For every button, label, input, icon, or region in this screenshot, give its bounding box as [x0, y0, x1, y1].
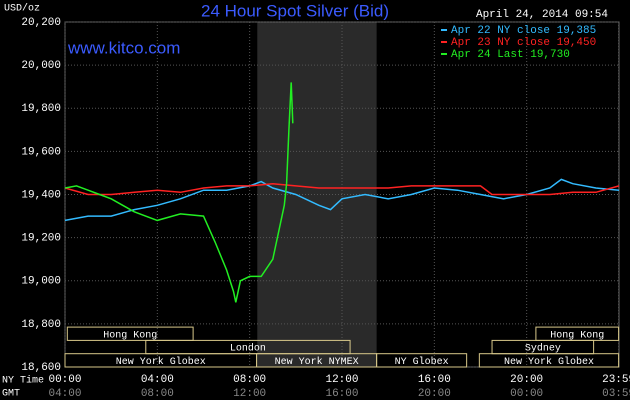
session-box [376, 353, 468, 368]
legend-label: Apr 23 NY close 19,450 [451, 37, 596, 49]
y-tick-label: 19,400 [21, 189, 61, 201]
series-line [64, 178, 620, 222]
x2-tick-label: 20:00 [418, 388, 451, 400]
series-line [64, 82, 294, 303]
x-tick-label: 16:00 [418, 374, 451, 386]
session-label: Hong Kong [550, 330, 604, 341]
x2-tick-label: 16:00 [325, 388, 358, 400]
watermark: www.kitco.com [67, 38, 180, 57]
y-axis-label: USD/oz [4, 3, 40, 15]
y-tick-label: 20,200 [21, 17, 61, 29]
x2-tick-label: 04:00 [48, 388, 81, 400]
session-label: London [230, 343, 266, 355]
session-label: New York NYMEX [275, 356, 359, 368]
session-box [66, 326, 194, 341]
x-axis-label: NY Time [2, 375, 44, 387]
x-tick-label: 08:00 [233, 374, 266, 386]
x-tick-label: 04:00 [141, 374, 174, 386]
x-tick-label: 12:00 [325, 374, 358, 386]
y-tick-label: 19,800 [21, 103, 61, 115]
session-label: New York Globex [504, 356, 594, 368]
y-tick-label: 20,000 [21, 60, 61, 72]
x2-tick-label: 00:00 [510, 388, 543, 400]
x2-tick-label: 03:59 [602, 388, 630, 400]
y-tick-label: 19,200 [21, 233, 61, 245]
session-label: Sydney [525, 343, 561, 355]
x2-tick-label: 12:00 [233, 388, 266, 400]
legend-label: Apr 22 NY close 19,385 [451, 25, 596, 37]
y-tick-label: 18,600 [21, 362, 61, 374]
x2-tick-label: 08:00 [141, 388, 174, 400]
legend-label: Apr 24 Last 19,730 [451, 49, 570, 61]
session-label: New York Globex [116, 356, 206, 368]
timestamp: April 24, 2014 09:54 [476, 9, 608, 21]
session-label: Hong Kong [103, 330, 157, 341]
y-tick-label: 18,800 [21, 319, 61, 331]
y-tick-label: 19,600 [21, 146, 61, 158]
x2-axis-label: GMT [2, 389, 20, 400]
x-tick-label: 23:59 [602, 374, 630, 386]
series-line [64, 182, 620, 196]
chart-title: 24 Hour Spot Silver (Bid) [201, 1, 389, 20]
y-tick-label: 19,000 [21, 276, 61, 288]
x-tick-label: 20:00 [510, 374, 543, 386]
session-box [478, 353, 620, 368]
x-tick-label: 00:00 [48, 374, 81, 386]
session-label: NY Globex [395, 356, 449, 368]
